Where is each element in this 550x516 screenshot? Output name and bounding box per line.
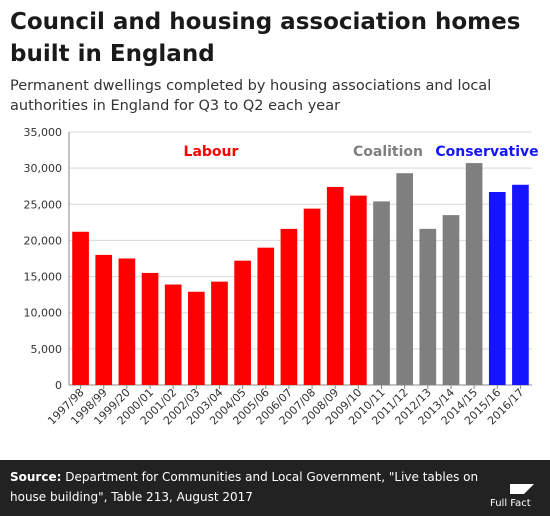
bar	[419, 228, 437, 385]
bar	[350, 195, 367, 385]
bar	[303, 208, 321, 385]
source-label: Source:	[10, 470, 62, 484]
bar	[187, 291, 205, 385]
bar	[72, 231, 89, 385]
y-tick-label: 5,000	[31, 343, 63, 356]
bar	[118, 258, 136, 385]
bar	[465, 163, 483, 385]
chart-title: Council and housing association homes bu…	[10, 9, 521, 67]
chart-subtitle: Permanent dwellings completed by housing…	[10, 78, 492, 114]
y-tick-label: 35,000	[24, 126, 63, 139]
bar	[164, 284, 182, 385]
y-tick-label: 10,000	[24, 307, 63, 320]
y-tick-label: 15,000	[24, 271, 63, 284]
bar	[326, 186, 344, 385]
full-fact-logo: Full Fact	[490, 484, 534, 509]
y-tick-label: 25,000	[24, 198, 63, 211]
bar	[211, 281, 228, 385]
source-text: Department for Communities and Local Gov…	[10, 470, 479, 504]
bar	[373, 201, 390, 385]
bar	[234, 260, 251, 385]
y-tick-label: 20,000	[24, 234, 63, 247]
source-footer: Source: Department for Communities and L…	[0, 460, 550, 516]
source-note: Source: Department for Communities and L…	[10, 467, 480, 507]
logo-arrow-icon	[510, 484, 534, 494]
logo-text: Full Fact	[490, 498, 531, 509]
bar	[488, 191, 506, 385]
bar	[257, 247, 275, 385]
group-annotation-labour: Labour	[184, 144, 239, 160]
bar	[442, 215, 460, 385]
bar	[95, 254, 113, 385]
bar	[141, 272, 159, 385]
bar	[396, 173, 414, 385]
bar	[512, 184, 529, 385]
y-tick-label: 30,000	[24, 162, 63, 175]
y-tick-label: 0	[55, 379, 62, 392]
group-annotation-coalition: Coalition	[353, 144, 423, 160]
bar	[280, 228, 298, 385]
group-annotation-conservative: Conservative	[435, 144, 538, 160]
bar-chart: 0 5,000 10,000 15,000 20,000 25,000 30,000 35,0…	[24, 126, 539, 427]
